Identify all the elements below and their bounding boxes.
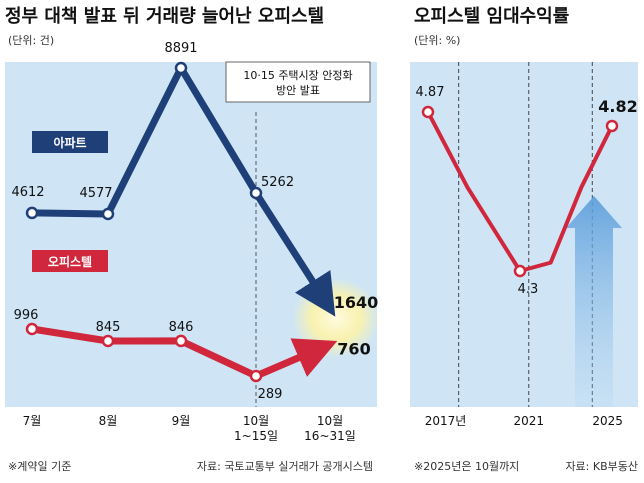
apartment-arrow (252, 189, 336, 317)
yield-value-label: 4.3 (518, 282, 539, 297)
officetel-point (174, 334, 188, 348)
left-x-tick-label: 10월 (243, 414, 269, 428)
left-x-tick-label: 10월 (317, 414, 343, 428)
right-x-tick-label: 2021 (513, 414, 544, 428)
apartment-point (101, 207, 115, 221)
apartment-point (25, 206, 39, 220)
officetel-legend-label: 오피스텔 (48, 254, 92, 269)
officetel-arrow (252, 338, 338, 380)
apartment-point (174, 61, 188, 75)
annotation-line: 10·15 주택시장 안정화 (243, 69, 352, 82)
left-x-tick-label: 16~31일 (304, 429, 356, 443)
left-source: 자료: 국토교통부 실거래가 공개시스템 (197, 460, 373, 473)
officetel-point (25, 322, 39, 336)
officetel-legend-badge (32, 250, 108, 272)
annotation-line: 방안 발표 (276, 84, 320, 97)
officetel-point (101, 334, 115, 348)
right-chart-unit: (단위: %) (414, 34, 460, 47)
yield-point (605, 119, 619, 133)
yield-series-line (426, 110, 614, 273)
left-x-tick-label: 9월 (172, 414, 191, 428)
right-source: 자료: KB부동산 (565, 460, 638, 473)
apartment-legend-badge (32, 131, 108, 153)
officetel-value-label: 996 (14, 308, 39, 323)
annotation-box (225, 61, 371, 103)
right-x-tick-label: 2017년 (425, 414, 467, 428)
yield-point (513, 264, 527, 278)
apartment-value-label: 4577 (79, 186, 112, 201)
apartment-value-label: 8891 (164, 41, 197, 56)
upward-trend-arrow (566, 196, 622, 407)
apartment-value-label: 1640 (334, 293, 379, 312)
left-x-tick-label: 1~15일 (234, 429, 278, 443)
apartment-legend-label: 아파트 (53, 135, 86, 150)
officetel-value-label: 845 (96, 320, 121, 335)
yield-point (421, 105, 435, 119)
apartment-value-label: 5262 (261, 175, 294, 190)
officetel-value-label: 846 (169, 320, 194, 335)
yield-value-label: 4.82 (598, 97, 637, 116)
officetel-series-line (28, 325, 260, 380)
right-x-tick-label: 2025 (592, 414, 623, 428)
apartment-series-line (28, 64, 260, 218)
yield-value-label: 4.87 (416, 85, 445, 100)
left-x-tick-label: 7월 (23, 414, 42, 428)
left-x-tick-label: 8월 (99, 414, 118, 428)
officetel-point (249, 369, 263, 383)
officetel-value-label: 760 (337, 339, 370, 358)
right-chart-title: 오피스텔 임대수익률 (414, 6, 569, 27)
left-footnote: ※계약일 기준 (8, 459, 71, 473)
right-footnote: ※2025년은 10월까지 (414, 460, 519, 473)
left-chart-unit: (단위: 건) (8, 34, 54, 47)
apartment-value-label: 4612 (11, 185, 44, 200)
left-chart-title: 정부 대책 발표 뒤 거래량 늘어난 오피스텔 (5, 6, 324, 27)
apartment-point (249, 186, 263, 200)
officetel-value-label: 289 (258, 387, 283, 402)
